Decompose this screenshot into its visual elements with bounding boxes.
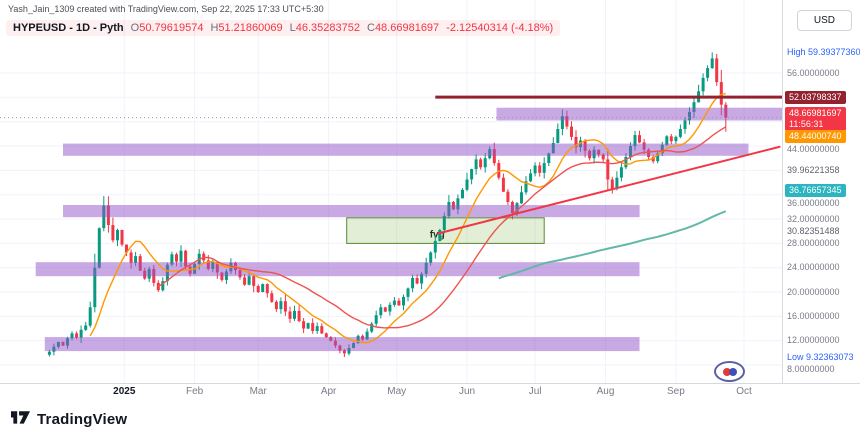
price-axis-label: 39.96221358 [787,165,840,176]
sr-zone [63,205,640,218]
emoji-sticker[interactable] [714,361,745,382]
watermark: Yash_Jain_1309 created with TradingView.… [8,4,324,14]
price-axis-label: High 59.39377360 [787,46,860,57]
time-axis-label: Jun [458,386,476,397]
legend: HYPEUSD - 1D - Pyth O50.79619574 H51.218… [6,20,561,36]
ohlc-close: C48.66981697 [366,22,440,34]
price-chart[interactable]: Yash_Jain_1309 created with TradingView.… [0,0,782,383]
tradingview-logo-icon[interactable] [10,407,31,431]
fvg-label: fvg [430,229,445,240]
symbol-title[interactable]: HYPEUSD - 1D - Pyth [13,22,124,34]
brand-name[interactable]: TradingView [37,410,128,428]
price-axis-label: 20.00000000 [787,286,840,297]
time-axis-label: Feb [185,386,204,397]
time-axis-label: Jul [528,386,542,397]
ma-line-ma-200 [498,210,727,280]
time-axis[interactable]: 2025 Feb Mar Apr May Jun Jul Aug Sep Oct [0,383,860,401]
ohlc-low: L46.35283752 [289,22,360,34]
sr-zone [44,337,640,352]
time-axis-label: May [387,386,407,397]
price-axis-label: Low 9.32363073 [787,351,854,362]
currency-button[interactable]: USD [796,10,852,31]
price-axis-label: 12.00000000 [787,335,840,346]
sr-zone [35,262,640,277]
time-axis-label: Aug [596,386,615,397]
price-axis-label: 8.00000000 [787,363,835,374]
time-axis-label: Mar [249,386,267,397]
price-axis-label: 44.00000000 [787,143,840,154]
time-axis-label: 2025 [113,386,136,397]
time-axis-label: Oct [736,386,752,397]
price-axis-label: 16.00000000 [787,310,840,321]
change-value: -2.12540314 (-4.18%) [446,22,554,34]
price-badge: 36.76657345 [785,183,846,197]
price-axis-label: 24.00000000 [787,262,840,273]
price-axis[interactable]: High 59.39377360 56.00000000 52.03798337 48… [782,0,860,383]
price-axis-label: 32.00000000 [787,213,840,224]
sr-zone [496,107,782,121]
trendline [437,145,781,235]
sticker-blue-dot [728,367,737,376]
time-axis-label: Apr [320,386,337,397]
time-axis-label: Sep [666,386,685,397]
price-axis-label: 28.00000000 [787,237,840,248]
ma-line-ma-50 [157,126,727,329]
attribution-footer: TradingView [0,400,860,438]
sticker-red-dot [722,367,731,376]
price-axis-label: 36.00000000 [787,197,840,208]
price-axis-label: 56.00000000 [787,67,840,78]
candlestick-canvas[interactable]: fvg [0,0,782,383]
ohlc-high: H51.21860069 [210,22,283,34]
price-badge: 48.44000740 [785,129,846,143]
ohlc-open: O50.79619574 [130,22,204,34]
price-axis-label: 30.82351488 [787,225,840,236]
sr-zone [63,143,749,156]
price-badge: 52.03798337 [785,90,846,104]
price-badge: 48.66981697 11:56:31 [785,106,846,131]
